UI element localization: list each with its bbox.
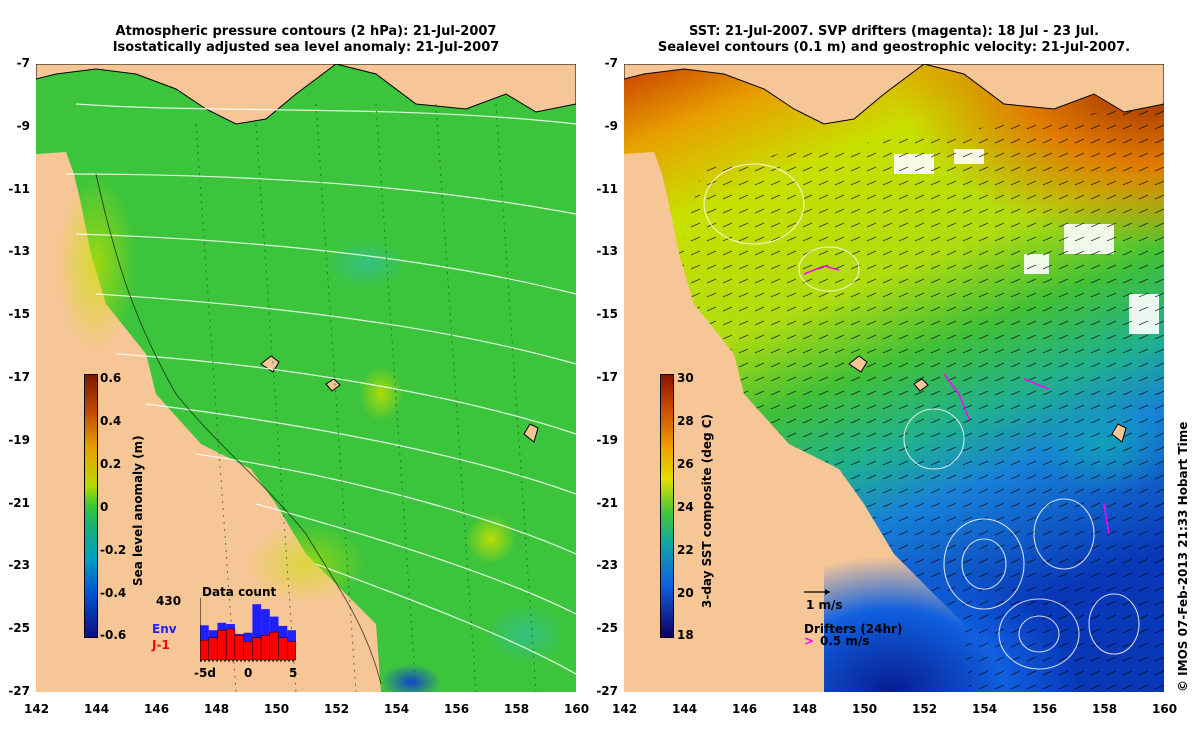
y-tick-label: -17	[8, 370, 30, 384]
env-bar	[252, 604, 262, 660]
sst-map	[624, 64, 1164, 692]
sst-cb-tick: 22	[677, 543, 694, 557]
sla-map	[36, 64, 576, 692]
x-tick-label: 150	[264, 702, 290, 716]
sla-cb-tick: 0.4	[100, 414, 122, 428]
env-label: Env	[152, 622, 177, 636]
x-tick-label: 142	[612, 702, 638, 716]
dc-xtick: 5	[289, 666, 298, 680]
drifters-symbol: >	[804, 634, 815, 648]
sla-colorbar	[84, 374, 98, 638]
x-tick-label: 154	[972, 702, 998, 716]
data-count-title: Data count	[202, 585, 277, 599]
y-tick-label: -9	[604, 118, 618, 133]
x-tick-label: 160	[564, 702, 590, 716]
y-tick-label: -23	[596, 558, 618, 573]
x-tick-label: 158	[504, 702, 530, 716]
new-guinea	[36, 64, 576, 125]
dc-xtick: -5d	[194, 666, 216, 680]
sla-cb-tick: 0.6	[100, 371, 122, 385]
credit-text: © IMOS 07-Feb-2013 21:33 Hobart Time	[1176, 421, 1190, 692]
sst-cb-tick: 28	[677, 414, 694, 428]
x-tick-label: 152	[324, 702, 350, 716]
sla-cb-label: Sea level anomaly (m)	[131, 435, 145, 586]
sla-cb-tick: -0.4	[100, 586, 127, 600]
y-tick-label: -7	[604, 56, 618, 70]
j1-bar	[243, 641, 253, 661]
x-tick-label: 160	[1152, 702, 1178, 716]
sla-cb-tick: 0	[100, 500, 109, 514]
env-bar	[261, 609, 270, 660]
j1-bar	[217, 629, 227, 661]
data-count-max: 430	[156, 594, 182, 608]
y-tick-label: -17	[596, 370, 618, 384]
sla-cb-tick: 0.2	[100, 457, 122, 471]
j1-label: J-1	[152, 638, 170, 652]
drifter-tracks	[803, 265, 1110, 535]
y-tick-label: -11	[8, 181, 30, 196]
y-tick-label: -19	[8, 432, 30, 447]
drifters-label: Drifters (24hr)	[804, 622, 903, 636]
j1-bar	[252, 637, 262, 661]
x-tick-label: 148	[792, 702, 818, 716]
y-tick-label: -21	[596, 495, 618, 510]
x-tick-label: 146	[732, 702, 758, 716]
y-tick-label: -13	[596, 244, 618, 259]
j1-bar	[234, 634, 244, 661]
left-title-line2: Isostatically adjusted sea level anomaly…	[112, 40, 500, 55]
y-tick-label: -23	[8, 558, 30, 573]
x-tick-label: 158	[1092, 702, 1118, 716]
velocity-scale-label: 1 m/s	[806, 598, 843, 612]
y-tick-label: -15	[596, 307, 618, 322]
x-tick-label: 156	[444, 702, 470, 716]
right-title: SST: 21-Jul-2007. SVP drifters (magenta)…	[624, 24, 1164, 56]
sst-cb-tick: 24	[677, 500, 694, 514]
y-tick-label: -25	[8, 621, 30, 636]
j1-bar	[269, 631, 279, 661]
x-tick-label: 144	[84, 702, 110, 716]
x-tick-label: 144	[672, 702, 698, 716]
x-tick-label: 142	[24, 702, 50, 716]
y-tick-label: -27	[8, 684, 30, 698]
sst-cb-tick: 20	[677, 586, 694, 600]
sst-cb-tick: 18	[677, 628, 694, 642]
j1-bar	[287, 641, 296, 661]
left-title-line1: Atmospheric pressure contours (2 hPa): 2…	[115, 24, 497, 39]
x-tick-label: 156	[1032, 702, 1058, 716]
j1-bar	[278, 637, 288, 661]
y-tick-label: -11	[596, 181, 618, 196]
j1-bar	[225, 628, 236, 661]
y-tick-label: -9	[16, 118, 30, 133]
ocean-area	[36, 64, 576, 692]
j1-bar	[260, 634, 271, 661]
dc-xtick: 0	[244, 666, 253, 680]
y-tick-label: -15	[8, 307, 30, 322]
y-tick-label: -25	[596, 621, 618, 636]
x-tick-label: 152	[912, 702, 938, 716]
y-tick-label: -13	[8, 244, 30, 259]
j1-bar	[200, 639, 209, 661]
sst-colorbar	[660, 374, 674, 638]
x-tick-label: 148	[204, 702, 230, 716]
left-title: Atmospheric pressure contours (2 hPa): 2…	[36, 24, 576, 56]
sla-cb-tick: -0.2	[100, 543, 127, 557]
sealevel-contours	[703, 163, 1140, 670]
sst-cb-tick: 26	[677, 457, 694, 471]
j1-bar	[208, 637, 218, 661]
y-tick-label: -27	[596, 684, 618, 698]
right-title-line2: Sealevel contours (0.1 m) and geostrophi…	[657, 40, 1131, 55]
sla-cb-tick: -0.6	[100, 628, 127, 642]
y-tick-label: -21	[8, 495, 30, 510]
x-tick-label: 150	[852, 702, 878, 716]
x-tick-label: 154	[384, 702, 410, 716]
sst-cb-tick: 30	[677, 371, 694, 385]
drifters-speed: 0.5 m/s	[820, 634, 870, 648]
y-tick-label: -19	[596, 432, 618, 447]
new-guinea	[624, 64, 1164, 125]
right-title-line1: SST: 21-Jul-2007. SVP drifters (magenta)…	[688, 24, 1100, 39]
sst-cb-label: 3-day SST composite (deg C)	[700, 413, 714, 608]
pressure-contours	[65, 103, 576, 675]
x-tick-label: 146	[144, 702, 170, 716]
y-tick-label: -7	[16, 56, 30, 70]
